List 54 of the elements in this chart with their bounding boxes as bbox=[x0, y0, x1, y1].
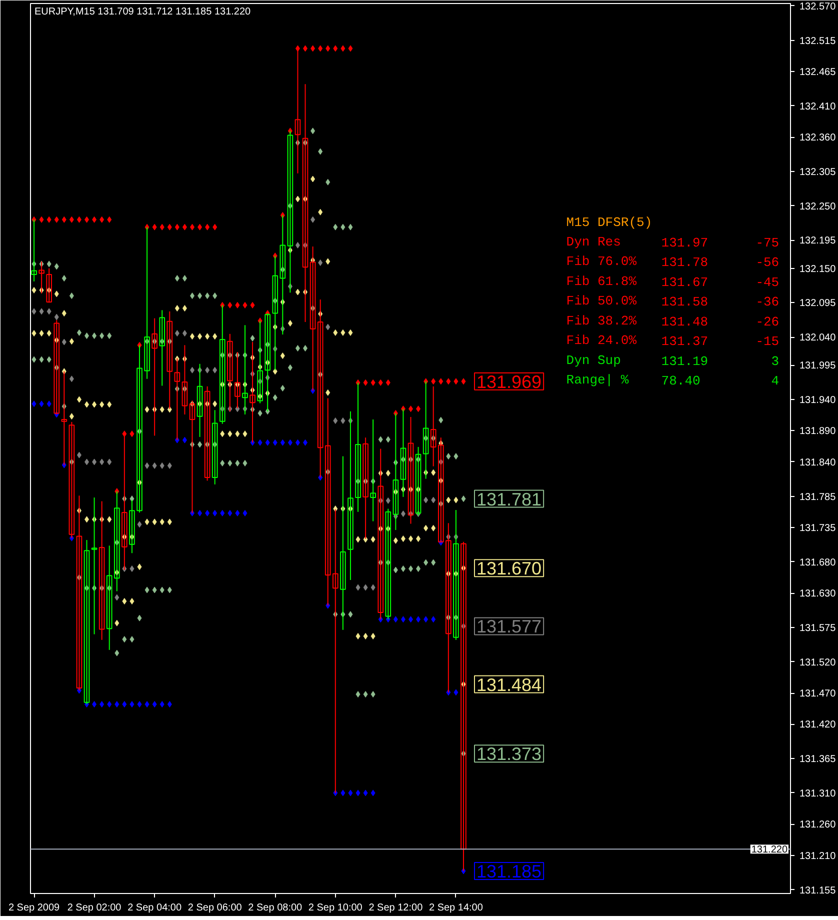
data-label: 131.577 bbox=[476, 616, 542, 637]
data-label: 131.373 bbox=[476, 744, 542, 764]
data-label: 131.670 bbox=[476, 558, 542, 579]
text: Fib 38.2% 131.48 -26 bbox=[566, 313, 780, 330]
x-tick-label: 2 Sep 08:00 bbox=[248, 902, 303, 914]
y-tick-label: 131.365 bbox=[800, 754, 836, 766]
x-tick-label: 2 Sep 2009 bbox=[8, 902, 60, 914]
y-tick-label: 131.995 bbox=[800, 360, 836, 372]
y-tick-label: 131.575 bbox=[800, 622, 836, 634]
y-tick-label: 131.630 bbox=[800, 588, 836, 600]
text: Range| % 78.40 4 bbox=[566, 372, 780, 388]
y-tick-label: 131.735 bbox=[800, 523, 836, 534]
annotation: M15 DFSR(5) bbox=[566, 214, 652, 230]
y-tick-label: 131.155 bbox=[800, 885, 836, 896]
ref-line-label: 131.220 bbox=[751, 844, 788, 856]
y-tick-label: 132.095 bbox=[800, 298, 836, 310]
y-tick-label: 132.515 bbox=[800, 36, 836, 47]
y-tick-label: 131.890 bbox=[800, 426, 836, 438]
y-tick-label: 132.250 bbox=[800, 201, 836, 212]
y-tick-label: 131.210 bbox=[800, 850, 836, 862]
y-tick-label: 131.940 bbox=[800, 394, 836, 406]
x-tick-label: 2 Sep 14:00 bbox=[428, 902, 484, 914]
x-tick-label: 2 Sep 12:00 bbox=[368, 902, 424, 914]
data-label: 131.185 bbox=[476, 862, 542, 882]
y-tick-label: 131.310 bbox=[800, 788, 836, 800]
text: Dyn Sup 131.19 3 bbox=[566, 352, 780, 369]
x-tick-label: 2 Sep 10:00 bbox=[308, 902, 363, 914]
text: Fib 50.0% 131.58 -36 bbox=[566, 294, 780, 310]
x-tick-label: 2 Sep 02:00 bbox=[67, 902, 122, 914]
text: Fib 76.0% 131.78 -56 bbox=[566, 254, 780, 270]
text: Dyn Res 131.97 -75 bbox=[566, 234, 780, 250]
text: Fib 61.8% 131.67 -45 bbox=[566, 274, 780, 290]
text: Fib 24.0% 131.37 -15 bbox=[566, 333, 780, 350]
x-tick-label: 2 Sep 06:00 bbox=[188, 902, 242, 914]
data-label: 131.484 bbox=[476, 674, 542, 695]
y-tick-label: 131.260 bbox=[800, 820, 836, 831]
y-tick-label: 131.470 bbox=[800, 688, 836, 700]
x-tick-label: 2 Sep 04:00 bbox=[128, 902, 182, 914]
y-tick-label: 132.360 bbox=[800, 132, 836, 144]
y-tick-label: 131.680 bbox=[800, 557, 836, 568]
y-tick-label: 131.840 bbox=[800, 457, 836, 468]
y-tick-label: 132.410 bbox=[800, 101, 836, 112]
y-tick-label: 132.195 bbox=[800, 236, 836, 247]
data-label: 131.781 bbox=[476, 489, 542, 510]
y-tick-label: 131.520 bbox=[800, 657, 836, 668]
y-tick-label: 132.150 bbox=[800, 264, 836, 275]
y-tick-label: 131.420 bbox=[800, 720, 836, 731]
y-tick-label: 132.570 bbox=[800, 2, 836, 12]
y-tick-label: 132.040 bbox=[800, 332, 836, 344]
y-tick-label: 131.785 bbox=[800, 492, 836, 503]
data-label: 131.969 bbox=[476, 372, 542, 392]
y-tick-label: 132.465 bbox=[800, 67, 836, 78]
chart-title: EURJPY,M15 131.709 131.712 131.185 131.220 bbox=[34, 6, 252, 18]
y-tick-label: 132.305 bbox=[800, 167, 836, 178]
